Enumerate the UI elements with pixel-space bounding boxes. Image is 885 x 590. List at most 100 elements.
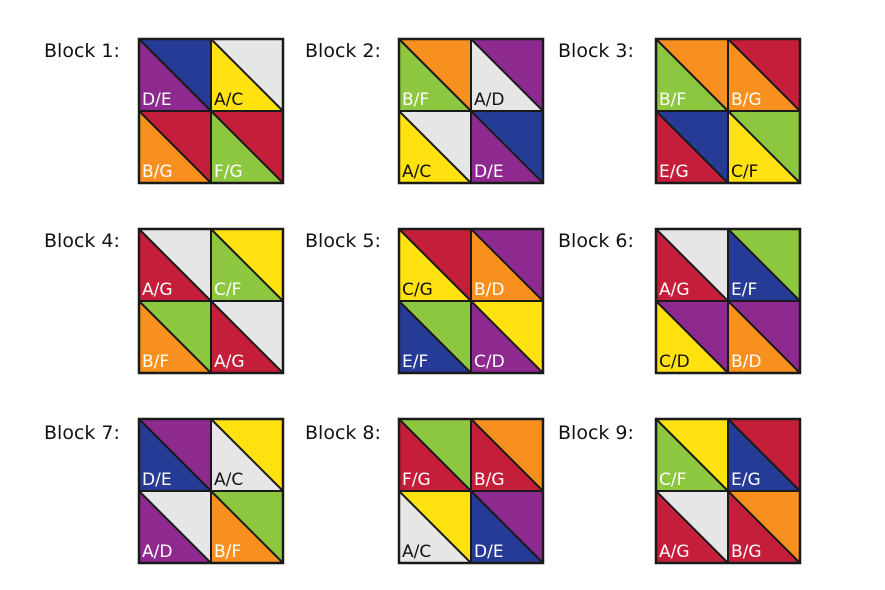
diagonal-seam: [138, 490, 212, 564]
hst-cell-3: B/F: [138, 300, 212, 374]
block-border: [137, 417, 285, 565]
block-9-title: Block 9:: [558, 422, 634, 444]
diagonal-seam: [727, 300, 801, 374]
hst-label: A/G: [659, 280, 690, 300]
diagonal-seam: [727, 490, 801, 564]
hst-cell-3: E/G: [655, 110, 729, 184]
hst-cell-3: A/C: [398, 110, 472, 184]
hst-label: A/C: [214, 470, 243, 490]
hst-cell-2: A/D: [470, 38, 544, 112]
hst-label: B/G: [731, 542, 762, 562]
block-border: [654, 37, 802, 185]
hst-label: B/F: [214, 542, 241, 562]
diagonal-seam: [210, 490, 284, 564]
hst-label: B/G: [731, 90, 762, 110]
hst-cell-2: E/G: [727, 418, 801, 492]
hst-cell-2: B/D: [470, 228, 544, 302]
hst-cell-1: A/G: [138, 228, 212, 302]
diagonal-seam: [655, 110, 729, 184]
hst-cell-4: D/E: [470, 490, 544, 564]
diagonal-seam: [655, 228, 729, 302]
diagonal-seam: [470, 228, 544, 302]
diagonal-seam: [727, 110, 801, 184]
hst-label: D/E: [142, 90, 172, 110]
hst-cell-2: B/G: [470, 418, 544, 492]
diagonal-seam: [398, 490, 472, 564]
hst-label: F/G: [402, 470, 431, 490]
block-5-title: Block 5:: [305, 230, 381, 252]
block-border: [397, 37, 545, 185]
block-4-title: Block 4:: [44, 230, 120, 252]
diagonal-seam: [398, 110, 472, 184]
hst-label: C/F: [659, 470, 686, 490]
diagonal-seam: [727, 228, 801, 302]
hst-cell-2: A/C: [210, 418, 284, 492]
hst-label: A/C: [214, 90, 243, 110]
hst-label: C/F: [731, 162, 758, 182]
hst-label: B/F: [659, 90, 686, 110]
hst-cell-1: D/E: [138, 38, 212, 112]
hst-label: B/F: [142, 352, 169, 372]
diagonal-seam: [210, 228, 284, 302]
hst-cell-4: D/E: [470, 110, 544, 184]
hst-label: A/D: [474, 90, 504, 110]
hst-cell-2: C/F: [210, 228, 284, 302]
diagonal-seam: [138, 38, 212, 112]
hst-label: D/E: [142, 470, 172, 490]
hst-label: E/G: [659, 162, 689, 182]
hst-label: E/F: [731, 280, 757, 300]
block-border: [654, 227, 802, 375]
diagonal-seam: [398, 300, 472, 374]
hst-cell-4: B/D: [727, 300, 801, 374]
block-border: [397, 417, 545, 565]
hst-label: C/F: [214, 280, 241, 300]
diagonal-seam: [470, 490, 544, 564]
diagonal-seam: [210, 300, 284, 374]
hst-cell-1: B/F: [398, 38, 472, 112]
block-4-grid: A/G C/F B/F A/G: [137, 227, 285, 375]
hst-cell-2: E/F: [727, 228, 801, 302]
hst-cell-3: E/F: [398, 300, 472, 374]
hst-label: B/G: [474, 470, 505, 490]
block-border: [137, 227, 285, 375]
diagonal-seam: [470, 110, 544, 184]
hst-label: A/D: [142, 542, 172, 562]
block-1-grid: D/E A/C B/G F/G: [137, 37, 285, 185]
hst-label: C/D: [659, 352, 690, 372]
diagonal-seam: [655, 300, 729, 374]
block-border: [137, 37, 285, 185]
diagonal-seam: [727, 38, 801, 112]
hst-cell-1: A/G: [655, 228, 729, 302]
block-border: [397, 227, 545, 375]
hst-label: B/G: [142, 162, 173, 182]
hst-label: F/G: [214, 162, 243, 182]
block-3-title: Block 3:: [558, 40, 634, 62]
hst-cell-1: F/G: [398, 418, 472, 492]
diagonal-seam: [138, 418, 212, 492]
block-8-grid: F/G B/G A/C D/E: [397, 417, 545, 565]
diagonal-seam: [138, 110, 212, 184]
hst-cell-4: C/F: [727, 110, 801, 184]
hst-label: E/G: [731, 470, 761, 490]
hst-label: A/C: [402, 162, 431, 182]
hst-cell-1: C/G: [398, 228, 472, 302]
hst-cell-2: A/C: [210, 38, 284, 112]
block-1-title: Block 1:: [44, 40, 120, 62]
block-3-grid: B/F B/G E/G C/F: [654, 37, 802, 185]
hst-cell-4: F/G: [210, 110, 284, 184]
diagonal-seam: [470, 300, 544, 374]
hst-label: C/D: [474, 352, 505, 372]
hst-cell-3: A/C: [398, 490, 472, 564]
hst-cell-1: B/F: [655, 38, 729, 112]
block-8-title: Block 8:: [305, 422, 381, 444]
block-5-grid: C/G B/D E/F C/D: [397, 227, 545, 375]
diagonal-seam: [655, 38, 729, 112]
hst-cell-2: B/G: [727, 38, 801, 112]
block-border: [654, 417, 802, 565]
block-9-grid: C/F E/G A/G B/G: [654, 417, 802, 565]
hst-label: C/G: [402, 280, 433, 300]
block-7-title: Block 7:: [44, 422, 120, 444]
diagonal-seam: [398, 38, 472, 112]
hst-cell-4: B/G: [727, 490, 801, 564]
hst-label: B/D: [474, 280, 504, 300]
